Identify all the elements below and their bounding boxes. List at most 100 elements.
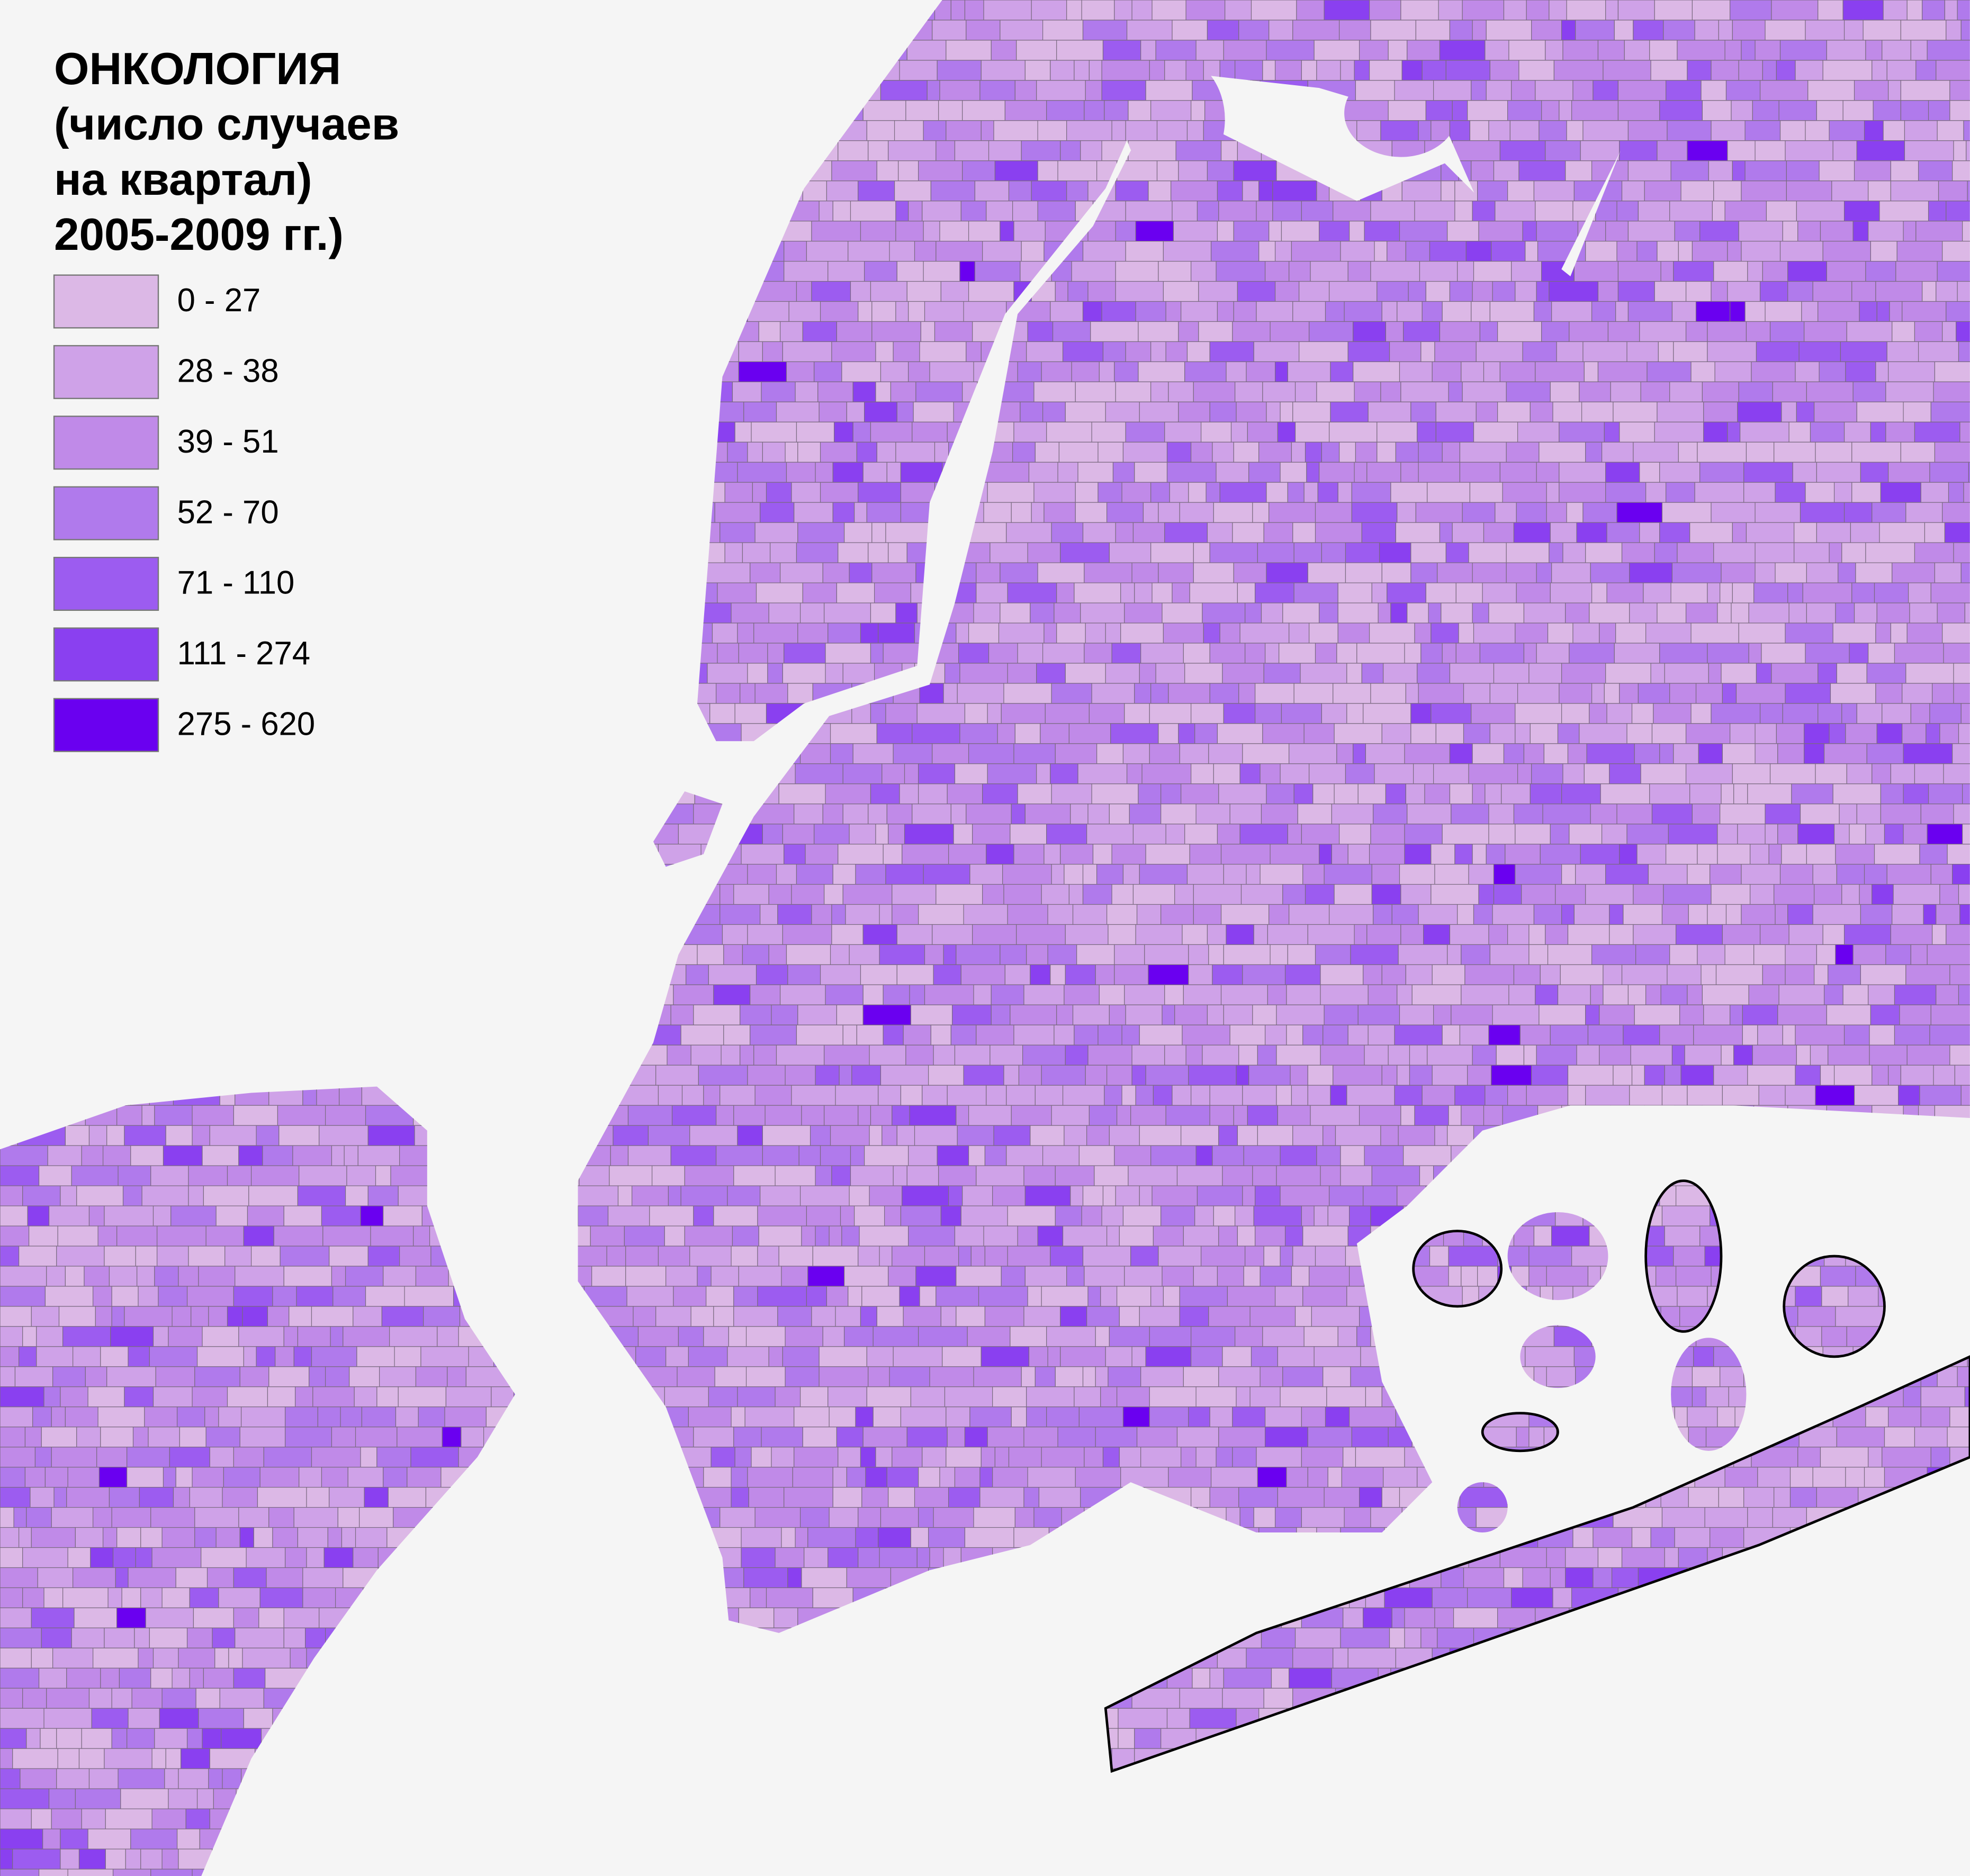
census-block (1560, 964, 1604, 986)
census-block (1132, 883, 1175, 905)
census-block (1425, 100, 1453, 121)
census-block (1432, 1065, 1468, 1086)
census-block (1075, 1467, 1121, 1488)
census-block (1593, 1527, 1633, 1548)
census-block (329, 1246, 368, 1267)
census-block (968, 1145, 986, 1166)
census-block (1166, 441, 1192, 463)
census-block (858, 181, 895, 202)
census-block (1615, 623, 1647, 644)
census-block (1796, 1044, 1811, 1066)
census-block (943, 944, 957, 966)
census-block (1964, 1386, 1970, 1408)
census-block (1667, 964, 1702, 986)
census-block (950, 804, 967, 825)
census-block (1245, 602, 1262, 624)
census-block (1102, 1447, 1120, 1468)
census-block (1822, 924, 1845, 945)
census-block (1565, 160, 1593, 182)
census-block (838, 542, 869, 563)
census-block (1336, 743, 1354, 764)
census-block (1065, 964, 1096, 986)
census-block (1114, 1145, 1152, 1166)
census-block (1918, 341, 1959, 363)
census-block (423, 1306, 461, 1327)
census-block (1471, 160, 1495, 182)
census-block (1217, 1266, 1244, 1287)
census-block (1400, 1105, 1415, 1126)
census-block (1885, 421, 1915, 443)
census-block (752, 482, 767, 503)
census-block (983, 462, 1030, 483)
census-block (815, 1165, 832, 1186)
census-block (1455, 582, 1483, 603)
census-block (1119, 1306, 1140, 1327)
census-block (796, 542, 839, 563)
census-block (1815, 1085, 1855, 1106)
census-block (680, 1024, 724, 1045)
census-block (1888, 361, 1936, 382)
census-block (1759, 703, 1783, 724)
census-block (795, 763, 843, 784)
census-block (1121, 482, 1152, 503)
census-block (1573, 260, 1619, 282)
census-block (1677, 1286, 1708, 1307)
census-block (1952, 743, 1970, 764)
census-block (127, 1467, 164, 1488)
census-block (1269, 502, 1316, 523)
census-block (1111, 120, 1126, 141)
census-block (140, 1527, 163, 1548)
census-block (1400, 0, 1439, 21)
census-block (1872, 883, 1894, 905)
census-block (205, 1225, 244, 1247)
census-block (1248, 462, 1281, 483)
census-block (782, 1346, 820, 1367)
census-block (825, 984, 863, 1005)
census-block (1787, 281, 1813, 302)
census-block (1928, 201, 1947, 222)
census-block (104, 1246, 136, 1267)
census-block (963, 301, 1007, 322)
census-block (987, 763, 1037, 784)
census-block (1815, 441, 1852, 463)
census-block (1471, 703, 1516, 724)
census-block (1315, 502, 1352, 523)
census-block (969, 864, 1003, 885)
census-block (1223, 40, 1267, 61)
census-block (885, 703, 917, 724)
census-block (1820, 1065, 1835, 1086)
census-block (1692, 0, 1731, 21)
census-block (956, 1306, 986, 1327)
census-block (1107, 1225, 1120, 1247)
census-block (1337, 602, 1379, 624)
census-block (321, 1467, 348, 1488)
census-block (1400, 462, 1419, 483)
census-block (1562, 542, 1586, 563)
census-block (1541, 321, 1570, 342)
census-block (1472, 281, 1493, 302)
census-block (1607, 321, 1640, 342)
census-block (1245, 1246, 1264, 1267)
census-block (1333, 683, 1371, 704)
census-block (966, 341, 982, 363)
census-block (1927, 944, 1970, 966)
census-block (1846, 321, 1893, 342)
census-block (842, 883, 893, 905)
census-block (1095, 1366, 1109, 1387)
census-block (1191, 1487, 1210, 1508)
census-block (278, 1125, 320, 1146)
census-block (0, 1527, 20, 1548)
census-block (1493, 864, 1516, 885)
census-block (1115, 181, 1149, 202)
census-block (1472, 562, 1507, 583)
census-block (805, 844, 839, 865)
census-block (1609, 924, 1634, 945)
census-block (1126, 763, 1143, 784)
census-block (44, 1286, 94, 1307)
census-block (899, 1286, 920, 1307)
census-block (1021, 1366, 1036, 1387)
census-block (1451, 804, 1489, 825)
census-block (1506, 542, 1550, 563)
census-block (1010, 1004, 1057, 1025)
census-block (1218, 201, 1257, 222)
